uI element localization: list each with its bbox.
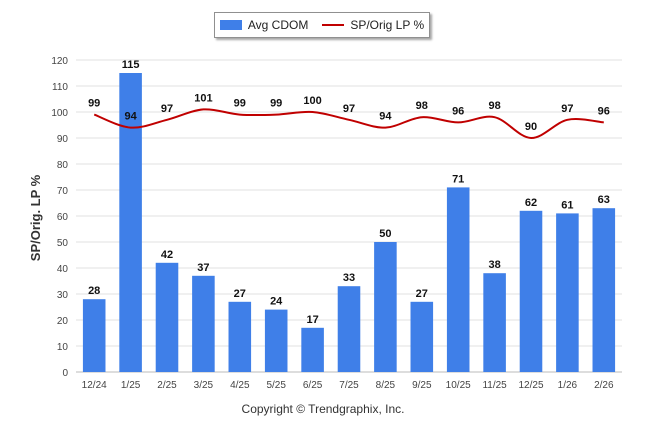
x-tick-label: 3/25 (194, 380, 214, 391)
x-tick-label: 1/26 (558, 380, 578, 391)
x-tick-label: 5/25 (266, 380, 286, 391)
x-tick-labels: 12/24 1/25 2/25 3/25 4/25 5/25 6/25 7/25 8/25 9/2… (82, 380, 614, 391)
bar (446, 187, 470, 372)
bar (592, 208, 616, 372)
bar-data-label: 62 (525, 197, 537, 209)
bar-data-label: 61 (561, 199, 573, 211)
x-tick-label: 2/25 (157, 380, 177, 391)
bar (228, 301, 252, 372)
copyright-footer: Copyright © Trendgraphix, Inc. (241, 402, 405, 416)
x-tick-label: 9/25 (412, 380, 432, 391)
x-tick-label: 8/25 (376, 380, 396, 391)
bar (337, 286, 361, 372)
bar (519, 210, 543, 372)
bar-data-label: 37 (197, 262, 209, 274)
x-tick-label: 11/25 (482, 380, 507, 391)
x-tick-label: 6/25 (303, 380, 323, 391)
legend-label: SP/Orig LP % (350, 18, 425, 32)
bar-data-label: 63 (598, 194, 610, 206)
line-data-label: 96 (452, 105, 464, 117)
bar-data-label: 17 (306, 314, 318, 326)
y-tick-label: 40 (57, 264, 69, 275)
x-tick-label: 10/25 (446, 380, 471, 391)
bar-data-label: 27 (416, 288, 428, 300)
y-tick-label: 80 (57, 160, 69, 171)
y-tick-label: 70 (57, 186, 69, 197)
y-tick-label: 50 (57, 238, 69, 249)
line-data-label: 94 (124, 111, 137, 123)
bar (410, 301, 434, 372)
bar-data-label: 28 (88, 285, 100, 297)
line-data-label: 99 (234, 98, 246, 110)
line-data-label: 97 (161, 103, 173, 115)
bar-data-label: 38 (488, 259, 500, 271)
line-data-label: 99 (270, 98, 282, 110)
y-tick-label: 60 (57, 212, 69, 223)
y-tick-label: 20 (57, 316, 69, 327)
bar (119, 73, 142, 372)
bar (556, 213, 579, 372)
series-line-sp-orig-lp (93, 108, 604, 140)
legend-label: Avg CDOM (247, 18, 309, 32)
y-tick-label: 120 (51, 56, 68, 67)
line-data-label: 97 (561, 103, 573, 115)
line-data-label: 94 (379, 111, 392, 123)
line-data-label: 100 (303, 95, 321, 107)
y-tick-label: 100 (51, 108, 68, 119)
bar (301, 327, 324, 372)
x-tick-label: 12/25 (518, 380, 543, 391)
bar (82, 299, 106, 372)
x-tick-label: 1/25 (121, 380, 141, 391)
line-data-label: 98 (488, 100, 500, 112)
y-tick-labels: 0 10 20 30 40 50 60 70 80 90 100 110 120 (51, 56, 68, 379)
bar (192, 275, 215, 372)
line-data-label: 97 (343, 103, 355, 115)
x-tick-label: 2/26 (594, 380, 614, 391)
bar (264, 309, 288, 372)
y-axis-label: SP/Orig. LP % (28, 174, 43, 261)
line-data-label: 98 (416, 100, 428, 112)
bar (483, 273, 506, 372)
line-data-label: 101 (194, 92, 212, 104)
x-tick-label: 12/24 (82, 380, 107, 391)
legend-swatch-bar (219, 20, 242, 30)
bar-data-label: 115 (122, 59, 140, 71)
bar-data-label: 27 (234, 288, 246, 300)
y-tick-label: 30 (57, 290, 69, 301)
bar (155, 262, 179, 372)
line-data-labels: 99 94 97 101 99 99 100 97 94 98 96 98 90 97 96 (88, 92, 610, 133)
legend: Avg CDOM SP/Orig LP % (214, 12, 430, 38)
bar-data-label: 50 (379, 228, 391, 240)
y-tick-label: 110 (52, 82, 68, 93)
bar-data-label: 33 (343, 272, 355, 284)
bar-data-label: 24 (270, 296, 283, 308)
line-data-label: 96 (598, 105, 610, 117)
bar-data-labels: 28 115 42 37 27 24 17 33 50 27 71 38 62 61 63 (88, 59, 610, 326)
line-data-label: 99 (88, 98, 100, 110)
bar-data-label: 71 (452, 173, 464, 185)
line-data-label: 90 (525, 121, 537, 133)
bar (374, 242, 397, 372)
x-tick-label: 4/25 (230, 380, 250, 391)
legend-swatch-line (322, 24, 345, 26)
bar-data-label: 42 (161, 249, 173, 261)
y-tick-label: 0 (62, 368, 68, 379)
legend-item-sp-orig-lp[interactable]: SP/Orig LP % (322, 18, 424, 32)
bars (82, 73, 616, 372)
legend-item-avg-cdom[interactable]: Avg CDOM (219, 18, 309, 32)
x-tick-label: 7/25 (339, 380, 359, 391)
y-tick-label: 10 (57, 342, 69, 353)
y-tick-label: 90 (57, 134, 69, 145)
